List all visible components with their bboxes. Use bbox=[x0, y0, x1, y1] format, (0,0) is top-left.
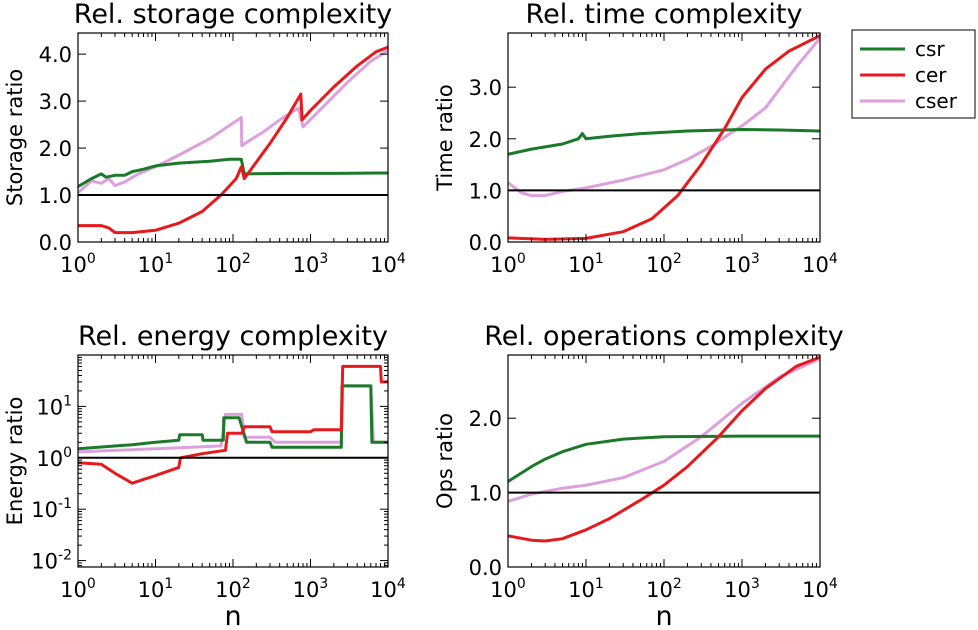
y-tick-label: 10-2 bbox=[31, 548, 72, 574]
legend-label-cer: cer bbox=[915, 63, 947, 87]
x-tick-label: 102 bbox=[646, 576, 682, 602]
y-axis-label: Time ratio bbox=[433, 84, 457, 192]
x-tick-label: 103 bbox=[724, 576, 760, 602]
x-tick-label: 100 bbox=[490, 251, 526, 277]
series-line-csr bbox=[508, 128, 820, 156]
chart-panel-3: Rel. energy complexity Energy ratio 100 101… bbox=[3, 321, 406, 602]
y-axis-label: Ops ratio bbox=[433, 413, 457, 509]
chart-title: Rel. storage complexity bbox=[74, 0, 392, 30]
y-tick-label: 10-1 bbox=[31, 496, 72, 522]
plot-frame bbox=[77, 32, 389, 243]
x-tick-label: 102 bbox=[215, 251, 251, 277]
y-tick-label: 1.0 bbox=[39, 184, 72, 208]
y-tick-label: 0.0 bbox=[469, 556, 502, 580]
plot-area bbox=[508, 34, 820, 241]
y-tick-label: 2.0 bbox=[469, 407, 502, 431]
chart-panel-1: Rel. storage complexity Storage ratio 100 1… bbox=[3, 0, 406, 277]
legend-label-cser: cser bbox=[915, 89, 958, 113]
plot-area bbox=[78, 45, 388, 235]
y-axis-label: Storage ratio bbox=[3, 69, 27, 206]
x-axis-label-right: n bbox=[655, 601, 672, 630]
x-tick-label: 102 bbox=[215, 576, 251, 602]
series-line-csr bbox=[78, 384, 388, 451]
x-tick-label: 100 bbox=[490, 576, 526, 602]
chart-title: Rel. time complexity bbox=[526, 0, 803, 30]
x-tick-label: 101 bbox=[138, 576, 174, 602]
x-tick-label: 104 bbox=[370, 576, 406, 602]
x-tick-label: 103 bbox=[293, 251, 329, 277]
chart-panel-2: Rel. time complexity Time ratio 100 101 102 1… bbox=[433, 0, 838, 277]
x-tick-label: 100 bbox=[60, 576, 96, 602]
plot-area bbox=[508, 355, 820, 543]
x-tick-label: 102 bbox=[646, 251, 682, 277]
y-tick-label: 100 bbox=[36, 445, 72, 471]
series-line-cer bbox=[78, 364, 388, 485]
series-line-cser bbox=[508, 37, 820, 198]
y-tick-label: 4.0 bbox=[39, 43, 72, 67]
x-tick-label: 103 bbox=[724, 251, 760, 277]
x-tick-label: 103 bbox=[293, 576, 329, 602]
chart-title: Rel. energy complexity bbox=[78, 321, 388, 352]
chart-panel-4: Rel. operations complexity Ops ratio 100 10… bbox=[433, 321, 844, 602]
y-tick-label: 3.0 bbox=[469, 76, 502, 100]
y-tick-label: 3.0 bbox=[39, 90, 72, 114]
legend-label-csr: csr bbox=[915, 37, 945, 61]
y-tick-label: 101 bbox=[36, 393, 72, 419]
plot-area bbox=[78, 364, 388, 485]
y-tick-label: 0.0 bbox=[39, 231, 72, 255]
series-line-cer bbox=[508, 355, 820, 543]
x-tick-label: 100 bbox=[60, 251, 96, 277]
x-tick-label: 104 bbox=[802, 576, 838, 602]
x-tick-label: 101 bbox=[568, 251, 604, 277]
x-tick-label: 101 bbox=[138, 251, 174, 277]
y-axis-label: Energy ratio bbox=[3, 397, 27, 526]
x-axis-label-left: n bbox=[224, 601, 241, 630]
chart-title: Rel. operations complexity bbox=[484, 321, 844, 352]
y-tick-label: 1.0 bbox=[469, 179, 502, 203]
x-tick-label: 104 bbox=[802, 251, 838, 277]
y-tick-label: 1.0 bbox=[469, 482, 502, 506]
legend: csr cer cser bbox=[851, 29, 976, 119]
x-tick-label: 104 bbox=[370, 251, 406, 277]
x-tick-label: 101 bbox=[568, 576, 604, 602]
series-line-csr bbox=[508, 434, 820, 483]
y-tick-label: 2.0 bbox=[469, 128, 502, 152]
series-line-csr bbox=[78, 157, 388, 188]
series-line-cer bbox=[508, 34, 820, 241]
series-line-cer bbox=[78, 45, 388, 235]
series-line-cser bbox=[78, 49, 388, 194]
y-tick-label: 0.0 bbox=[469, 231, 502, 255]
series-line-cser bbox=[508, 357, 820, 503]
y-tick-label: 2.0 bbox=[39, 137, 72, 161]
